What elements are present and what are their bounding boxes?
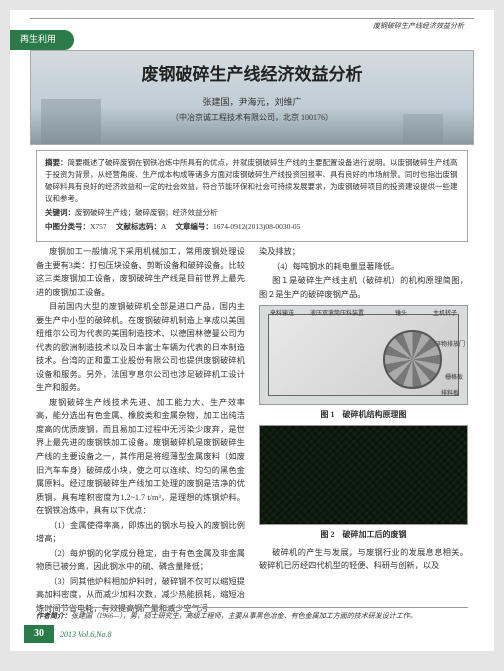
figure-2: 图 2 破碎加工后的废钢 (259, 425, 468, 541)
figure-1-caption: 图 1 破碎机结构原理图 (259, 408, 468, 421)
authors: 张建国，尹海元，刘维广 (30, 96, 474, 110)
para-continuation: 染及排放； (259, 245, 468, 259)
abstract-box: 摘要：简要概述了破碎废钢在钢铁冶炼中所具有的优点，并就废钢破碎生产线的主要配置设… (36, 150, 468, 242)
fig-label: 不可破碎物排放门 (417, 341, 465, 351)
section-tab: 再生利用 (10, 30, 74, 50)
article-title: 废钢破碎生产线经济效益分析 (30, 62, 474, 88)
footnote-text: 张建国（1966—），男，硕士研究生，高级工程师，主要从事黑色冶金、有色金属加工… (71, 612, 417, 620)
fig-label: 排料板 (441, 390, 459, 400)
abstract-text: 简要概述了破碎废钢在钢铁冶炼中所具有的优点，并就废钢破碎生产线的主要配置设备进行… (45, 158, 458, 203)
page-number: 30 (24, 625, 54, 643)
para: 废钢破碎生产线技术先进、加工能力大、生产效率高，能分选出有色金属、橡胶类和金属杂… (36, 396, 245, 518)
fig-label: 栅格板 (445, 374, 463, 384)
column-right: 染及排放； （4）每吨钢水的耗电量显著降低。 图１是破碎生产线主机（破碎机）的机… (259, 245, 468, 611)
affiliation: （中冶京诚工程技术有限公司，北京 100176） (30, 112, 474, 124)
article-no-label: 文章编号： (175, 222, 213, 231)
clc: X757 (90, 222, 107, 231)
fig-label: 来料输送 (270, 310, 294, 320)
figure-2-image (259, 425, 468, 525)
abstract-label: 摘要： (45, 158, 68, 167)
list-item: （4）每吨钢水的耗电量显著降低。 (259, 260, 468, 274)
figure-1-image: 来料输送 液压双滚筒压料装置 锤头 主机转子 不可破碎物排放门 排料板 栅格板 (259, 305, 468, 405)
doc-code: A (161, 222, 166, 231)
para: 图１是破碎生产线主机（破碎机）的机构原理简图，图２是生产的破碎废钢产品。 (259, 274, 468, 301)
figure-1: 来料输送 液压双滚筒压料装置 锤头 主机转子 不可破碎物排放门 排料板 栅格板 … (259, 305, 468, 421)
title-block: 废钢破碎生产线经济效益分析 张建国，尹海元，刘维广 （中冶京诚工程技术有限公司，… (30, 58, 474, 124)
body-columns: 废钢加工一般情况下采用机械加工，常用废钢处理设备主要有3类：打包压块设备、剪断设… (36, 245, 468, 611)
running-head: 废钢破碎生产线经济效益分析 (30, 18, 474, 32)
para: 目前国内大型的废钢破碎机全部是进口产品，国内主要生产中小型的破碎机。在废钢破碎机… (36, 300, 245, 395)
para: 破碎机的产生与发展，与废钢行业的发展息息相关。破碎机已历经四代机型的轻便、科研与… (259, 546, 468, 573)
fig-label: 液压双滚筒压料装置 (310, 310, 364, 320)
keywords: 废钢破碎生产线；破碎废钢；经济效益分析 (75, 208, 218, 217)
doc-code-label: 文献标志码： (116, 222, 161, 231)
author-bio: 作者简介：张建国（1966—），男，硕士研究生，高级工程师，主要从事黑色冶金、有… (36, 607, 468, 622)
footnote-label: 作者简介： (36, 612, 71, 620)
issue-info: 2013 Vol.6,No.8 (60, 629, 112, 641)
list-item: （2）每炉钢的化学成分稳定，由于有色金属及非金属物质已被分离，因此钢水中的硫、磷… (36, 547, 245, 574)
clc-label: 中图分类号： (45, 222, 90, 231)
figure-2-caption: 图 2 破碎加工后的废钢 (259, 528, 468, 541)
column-left: 废钢加工一般情况下采用机械加工，常用废钢处理设备主要有3类：打包压块设备、剪断设… (36, 245, 245, 611)
para: 废钢加工一般情况下采用机械加工，常用废钢处理设备主要有3类：打包压块设备、剪断设… (36, 245, 245, 299)
footer: 30 2013 Vol.6,No.8 (10, 625, 474, 643)
fig-label: 锤头 (395, 310, 407, 320)
article-no: 1674-0912(2013)08-0030-05 (213, 222, 301, 231)
list-item: （1）金属使得率高，即炼出的钢水与投入的废钢比例增高； (36, 519, 245, 546)
keywords-label: 关键词： (45, 208, 75, 217)
fig-label: 主机转子 (433, 310, 457, 320)
